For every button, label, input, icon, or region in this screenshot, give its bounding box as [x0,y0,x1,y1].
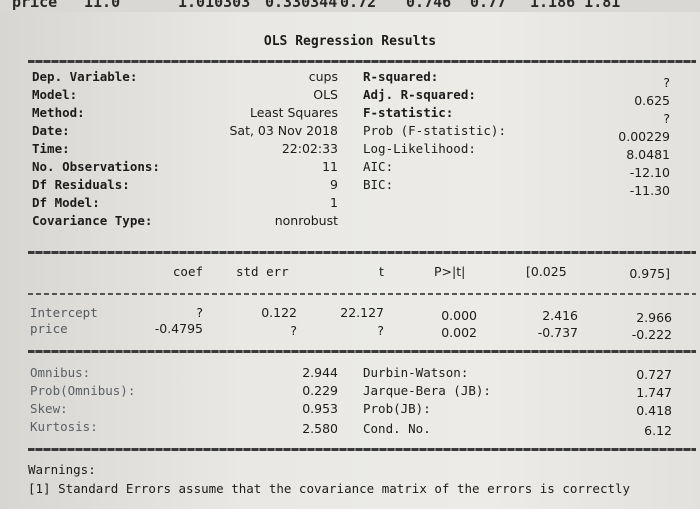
label-adj-r-squared: Adj. R-squared: [363,87,476,102]
col-header: coef [172,264,203,279]
cell-ci-high: -0.222 [631,327,672,342]
cropped-cell: 0.746 [406,0,452,11]
rule-mid [28,251,696,254]
label-prob-jb: Prob(JB): [363,401,431,416]
value-covariance-type: nonrobust [274,213,338,228]
rule-dash-1 [28,293,696,295]
label-df-residuals: Df Residuals: [32,177,130,192]
rule-bottom [28,448,696,451]
label-omnibus: Omnibus: [30,365,91,380]
value-bic: -11.30 [629,183,670,198]
value-durbin-watson: 0.727 [636,367,672,382]
row-label: price [30,321,68,336]
value-no-observations: 11 [322,159,338,174]
cell-ci-high: 2.966 [636,310,672,325]
label-f-statistic: F-statistic: [363,105,454,120]
cell-std-err: ? [290,323,297,338]
value-prob-jb: 0.418 [636,403,672,418]
label-method: Method: [32,105,85,120]
cropped-cell: 0.330344 [265,0,338,11]
value-aic: -12.10 [629,165,670,180]
value-f-statistic: ? [663,111,670,126]
cropped-cell: 0.72 [340,0,377,11]
value-model: OLS [313,87,338,102]
value-cond-no: 6.12 [644,423,672,438]
value-prob-omnibus: 0.229 [302,383,338,398]
cropped-cell: 1.186 1.81 [530,0,621,11]
col-header: std err [236,264,289,279]
label-kurtosis: Kurtosis: [30,419,98,434]
report-title: OLS Regression Results [263,34,437,49]
value-date: Sat, 03 Nov 2018 [229,123,338,138]
label-jarque-bera: Jarque-Bera (JB): [363,383,491,398]
value-jarque-bera: 1.747 [636,385,672,400]
label-df-model: Df Model: [32,195,100,210]
value-method: Least Squares [249,105,338,120]
cell-ci-low: -0.737 [537,325,578,340]
label-skew: Skew: [30,401,68,416]
label-prob-omnibus: Prob(Omnibus): [30,383,136,398]
label-log-likelihood: Log-Likelihood: [363,141,476,156]
value-dep-variable: cups [308,69,338,84]
label-no-observations: No. Observations: [32,159,160,174]
value-time: 22:02:33 [281,141,338,156]
value-r-squared: ? [663,75,670,90]
value-omnibus: 2.944 [302,365,338,380]
cell-p: 0.002 [441,325,477,340]
value-adj-r-squared: 0.625 [634,93,670,108]
label-time: Time: [32,141,70,156]
cell-p: 0.000 [441,308,477,323]
cell-ci-low: 2.416 [542,308,578,323]
value-df-residuals: 9 [330,177,338,192]
cell-std-err: 0.122 [261,305,297,320]
label-r-squared: R-squared: [363,69,439,84]
cell-t: 22.127 [340,305,384,320]
cropped-cell: 1.010303 [178,0,251,11]
col-header: t [379,264,384,279]
col-header: [0.025 [526,264,567,279]
row-label: Intercept [30,305,98,320]
label-dep-variable: Dep. Variable: [32,69,138,84]
label-bic: BIC: [363,177,394,192]
label-durbin-watson: Durbin-Watson: [363,365,469,380]
value-kurtosis: 2.580 [302,421,338,436]
cropped-cell: 0.77 [470,0,507,11]
warning-line: [1] Standard Errors assume that the cova… [28,481,631,496]
col-header: 0.975] [629,266,670,281]
cropped-cell: 11.0 [84,0,121,11]
warnings-heading: Warnings: [28,462,96,477]
cropped-previous-row: price 11.0 1.010303 0.330344 0.72 0.746 … [0,0,700,12]
col-header: P>|t| [434,264,466,279]
label-prob-f-statistic: Prob (F-statistic): [363,123,506,138]
label-model: Model: [32,87,78,102]
value-skew: 0.953 [302,401,338,416]
value-df-model: 1 [330,195,338,210]
cell-t: ? [377,323,384,338]
label-covariance-type: Covariance Type: [32,213,153,228]
rule-lower [28,350,696,353]
label-date: Date: [32,123,70,138]
cell-coef: -0.4795 [154,321,203,336]
cell-coef: ? [196,305,203,320]
label-aic: AIC: [363,159,394,174]
value-prob-f-statistic: 0.00229 [618,129,670,144]
rule-top [28,60,696,63]
cropped-cell: price [12,0,58,11]
value-log-likelihood: 8.0481 [626,147,670,162]
label-cond-no: Cond. No. [363,421,431,436]
